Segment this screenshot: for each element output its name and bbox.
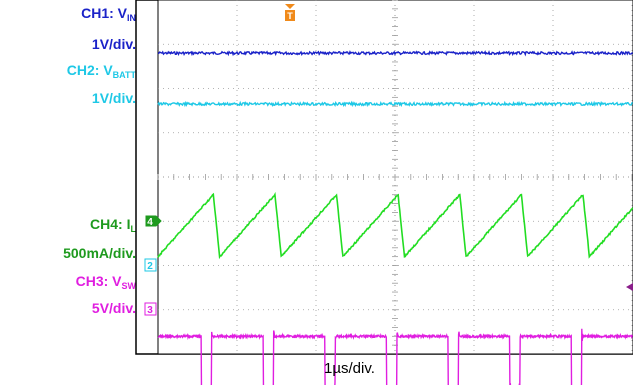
trigger-level-arrow-icon <box>626 283 633 291</box>
ch3-ground-marker-shape <box>144 302 157 316</box>
ch2-ground-marker-shape <box>144 258 157 272</box>
trigger-arrow-icon <box>285 4 295 9</box>
ch2-ground-marker-label: 2 <box>147 261 153 272</box>
ch4-scale: 500mA/div. <box>63 245 136 261</box>
trigger-box <box>285 10 295 21</box>
ch4-ground-marker-shape <box>145 215 162 227</box>
timebase-label: 1µs/div. <box>324 360 375 377</box>
ch1-scale: 1V/div. <box>91 36 136 52</box>
ch4-trace <box>157 191 633 260</box>
ch4-ground-marker: 4 <box>145 215 162 228</box>
trigger-marker: T <box>285 4 295 21</box>
ch3-ground-marker-label: 3 <box>147 305 153 316</box>
ch3-label-subscript: SW <box>121 281 137 291</box>
ch2-label: CH2: VBATT <box>66 62 136 80</box>
graticule <box>157 0 633 354</box>
ch3-scale: 5V/div. <box>91 300 136 316</box>
trigger-label: T <box>287 11 293 21</box>
ch1-label: CH1: VIN <box>81 5 136 23</box>
ch2-scale: 1V/div. <box>91 90 136 106</box>
ch2-label-prefix: CH2: V <box>66 62 113 78</box>
traces <box>157 50 633 385</box>
ch3-trace <box>157 328 633 385</box>
ch3-label: CH3: VSW <box>75 273 137 291</box>
markers: 4 2 3 T <box>144 4 633 316</box>
ch3-ground-marker: 3 <box>144 302 157 316</box>
ch1-label-prefix: CH1: V <box>81 5 127 21</box>
ch4-label-subscript: L <box>130 224 137 234</box>
ch4-ground-marker-label: 4 <box>147 217 153 228</box>
ch2-trace <box>157 100 633 108</box>
ch4-label: CH4: IL <box>90 216 137 234</box>
ch2-ground-marker: 2 <box>144 258 157 272</box>
ch2-label-subscript: BATT <box>112 70 136 80</box>
ch4-label-prefix: CH4: I <box>90 216 131 232</box>
ch1-label-subscript: IN <box>127 13 136 23</box>
ch3-label-prefix: CH3: V <box>75 273 122 289</box>
ch1-trace <box>157 50 633 57</box>
